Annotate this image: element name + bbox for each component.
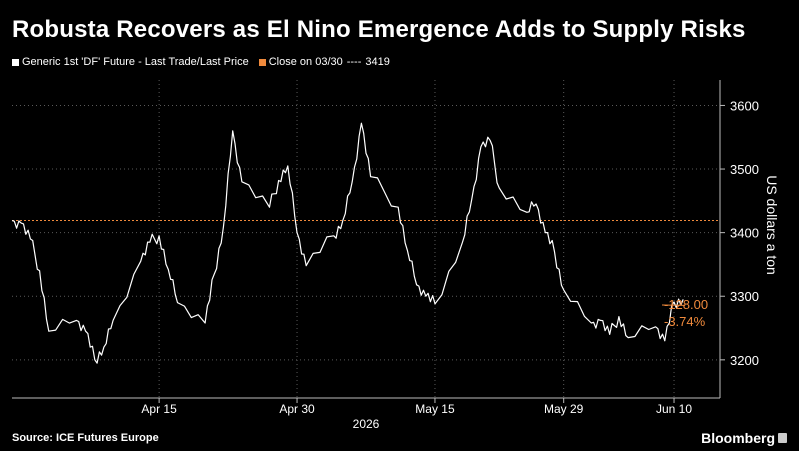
y-tick-label: 3600 <box>730 98 759 113</box>
legend-close-swatch <box>258 58 266 66</box>
legend-series: Generic 1st 'DF' Future - Last Trade/Las… <box>12 56 249 68</box>
x-tick-label: May 29 <box>544 402 584 416</box>
x-tick-label: Apr 15 <box>141 402 177 416</box>
x-year-label: 2026 <box>353 417 380 431</box>
legend-series-label: Generic 1st 'DF' Future - Last Trade/Las… <box>22 56 249 68</box>
legend-close-dashes: ---- <box>346 56 362 68</box>
legend-series-swatch <box>12 58 19 66</box>
source-note: Source: ICE Futures Europe <box>12 432 159 444</box>
brand-logo: Bloomberg <box>701 430 775 446</box>
bloomberg-icon <box>778 433 787 443</box>
x-tick-label: Jun 10 <box>656 402 692 416</box>
legend-close: Close on 03/30 ---- 3419 <box>258 56 390 68</box>
y-tick-label: 3200 <box>730 353 759 368</box>
change-annotation: -128.00 <box>664 297 708 312</box>
y-axis-label: US dollars a ton <box>764 175 780 275</box>
x-tick-label: Apr 30 <box>279 402 315 416</box>
y-tick-label: 3300 <box>730 289 759 304</box>
legend-close-label: Close on 03/30 <box>268 56 343 68</box>
series-line <box>11 122 684 364</box>
y-tick-label: 3500 <box>730 162 759 177</box>
x-tick-label: May 15 <box>415 402 455 416</box>
y-tick-label: 3400 <box>730 226 759 241</box>
chart-title: Robusta Recovers as El Nino Emergence Ad… <box>12 16 746 43</box>
legend: Generic 1st 'DF' Future - Last Trade/Las… <box>12 56 400 68</box>
legend-close-value: 3419 <box>365 56 390 68</box>
change-pct-annotation: -3.74% <box>664 314 706 329</box>
